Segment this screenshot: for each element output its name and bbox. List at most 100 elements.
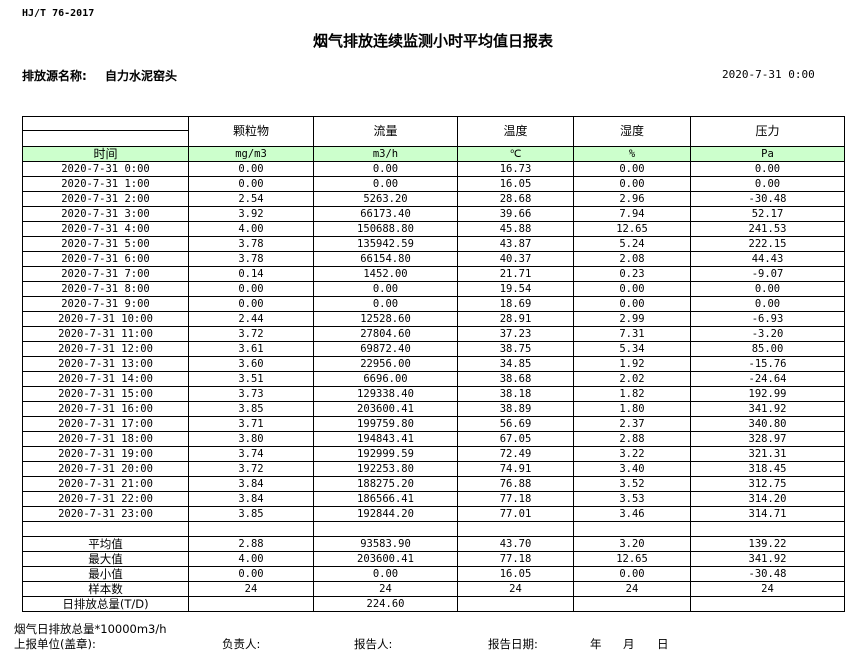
cell-humidity: 0.00 — [573, 161, 691, 177]
cell-time: 2020-7-31 5:00 — [22, 236, 189, 252]
cell-humidity: 3.46 — [573, 506, 691, 522]
cell-humidity: 0.00 — [573, 296, 691, 312]
table-row: 2020-7-31 17:00 3.71 199759.80 56.69 2.37 340… — [22, 416, 845, 432]
empty-cell — [313, 521, 458, 537]
cell-time: 样本数 — [22, 581, 189, 597]
cell-humidity: 3.20 — [573, 536, 691, 552]
cell-pressure: 341.92 — [690, 551, 845, 567]
cell-humidity: 5.34 — [573, 341, 691, 357]
cell-temperature: 77.18 — [457, 491, 574, 507]
cell-flow: 203600.41 — [313, 401, 458, 417]
cell-flow: 199759.80 — [313, 416, 458, 432]
cell-particulate: 0.14 — [188, 266, 314, 282]
cell-flow: 135942.59 — [313, 236, 458, 252]
cell-time: 2020-7-31 7:00 — [22, 266, 189, 282]
month-label: 月 — [623, 637, 635, 651]
header-humidity: 湿度 — [573, 116, 691, 147]
cell-particulate: 4.00 — [188, 551, 314, 567]
cell-temperature: 45.88 — [457, 221, 574, 237]
cell-particulate: 0.00 — [188, 296, 314, 312]
cell-time: 2020-7-31 2:00 — [22, 191, 189, 207]
corner-cell — [22, 116, 189, 147]
cell-flow: 5263.20 — [313, 191, 458, 207]
cell-particulate: 24 — [188, 581, 314, 597]
cell-time: 2020-7-31 12:00 — [22, 341, 189, 357]
cell-time: 最小值 — [22, 566, 189, 582]
cell-particulate: 3.74 — [188, 446, 314, 462]
cell-temperature: 40.37 — [457, 251, 574, 267]
cell-flow: 27804.60 — [313, 326, 458, 342]
cell-particulate: 2.54 — [188, 191, 314, 207]
units-row: 时间 mg/m3 m3/h ℃ % Pa — [22, 146, 845, 162]
unit-particulate: mg/m3 — [188, 146, 314, 162]
cell-temperature: 16.05 — [457, 566, 574, 582]
cell-temperature: 43.87 — [457, 236, 574, 252]
cell-time: 2020-7-31 23:00 — [22, 506, 189, 522]
cell-pressure: 314.71 — [690, 506, 845, 522]
table-row: 2020-7-31 22:00 3.84 186566.41 77.18 3.53 314… — [22, 491, 845, 507]
cell-particulate: 3.60 — [188, 356, 314, 372]
cell-pressure: 0.00 — [690, 296, 845, 312]
cell-flow: 192253.80 — [313, 461, 458, 477]
cell-particulate: 2.44 — [188, 311, 314, 327]
cell-particulate: 0.00 — [188, 281, 314, 297]
cell-temperature: 38.75 — [457, 341, 574, 357]
cell-temperature: 38.18 — [457, 386, 574, 402]
table-row: 2020-7-31 3:00 3.92 66173.40 39.66 7.94 52.17 — [22, 206, 845, 222]
cell-temperature: 24 — [457, 581, 574, 597]
reporter-label: 报告人: — [354, 637, 393, 651]
cell-flow: 0.00 — [313, 281, 458, 297]
cell-pressure: 0.00 — [690, 176, 845, 192]
cell-temperature: 76.88 — [457, 476, 574, 492]
cell-particulate: 0.00 — [188, 566, 314, 582]
cell-pressure: 328.97 — [690, 431, 845, 447]
header-particulate: 颗粒物 — [188, 116, 314, 147]
source-name: 自力水泥窑头 — [105, 69, 178, 83]
empty-row — [22, 521, 845, 537]
cell-temperature: 16.05 — [457, 176, 574, 192]
cell-pressure: -30.48 — [690, 191, 845, 207]
cell-humidity: 7.31 — [573, 326, 691, 342]
table-row: 2020-7-31 13:00 3.60 22956.00 34.85 1.92 -15.… — [22, 356, 845, 372]
report-date-label: 报告日期: — [488, 637, 538, 651]
cell-time: 2020-7-31 9:00 — [22, 296, 189, 312]
cell-flow: 0.00 — [313, 566, 458, 582]
cell-flow: 188275.20 — [313, 476, 458, 492]
cell-pressure: 312.75 — [690, 476, 845, 492]
cell-pressure: -24.64 — [690, 371, 845, 387]
cell-humidity: 0.00 — [573, 281, 691, 297]
cell-temperature: 56.69 — [457, 416, 574, 432]
cell-temperature: 72.49 — [457, 446, 574, 462]
cell-time: 日排放总量(T/D) — [22, 596, 189, 612]
cell-time: 2020-7-31 4:00 — [22, 221, 189, 237]
cell-particulate: 0.00 — [188, 176, 314, 192]
cell-humidity: 1.82 — [573, 386, 691, 402]
cell-particulate: 3.92 — [188, 206, 314, 222]
table-row: 2020-7-31 14:00 3.51 6696.00 38.68 2.02 -24.6… — [22, 371, 845, 387]
cell-particulate: 3.61 — [188, 341, 314, 357]
cell-time: 2020-7-31 13:00 — [22, 356, 189, 372]
cell-temperature: 74.91 — [457, 461, 574, 477]
table-row: 2020-7-31 4:00 4.00 150688.80 45.88 12.65 241… — [22, 221, 845, 237]
cell-temperature: 67.05 — [457, 431, 574, 447]
cell-flow: 186566.41 — [313, 491, 458, 507]
cell-pressure: 24 — [690, 581, 845, 597]
cell-particulate: 4.00 — [188, 221, 314, 237]
cell-temperature: 28.91 — [457, 311, 574, 327]
cell-pressure: -15.76 — [690, 356, 845, 372]
cell-humidity: 2.99 — [573, 311, 691, 327]
table-row: 2020-7-31 8:00 0.00 0.00 19.54 0.00 0.00 — [22, 281, 845, 297]
stats-row: 最小值 0.00 0.00 16.05 0.00 -30.48 — [22, 566, 845, 582]
cell-pressure: 241.53 — [690, 221, 845, 237]
cell-temperature: 39.66 — [457, 206, 574, 222]
cell-flow: 93583.90 — [313, 536, 458, 552]
cell-time: 2020-7-31 11:00 — [22, 326, 189, 342]
table-row: 2020-7-31 23:00 3.85 192844.20 77.01 3.46 314… — [22, 506, 845, 522]
cell-flow: 0.00 — [313, 176, 458, 192]
cell-flow: 192999.59 — [313, 446, 458, 462]
cell-pressure: 222.15 — [690, 236, 845, 252]
report-title: 烟气排放连续监测小时平均值日报表 — [312, 32, 553, 50]
cell-humidity: 12.65 — [573, 551, 691, 567]
cell-particulate: 3.72 — [188, 461, 314, 477]
cell-flow: 150688.80 — [313, 221, 458, 237]
